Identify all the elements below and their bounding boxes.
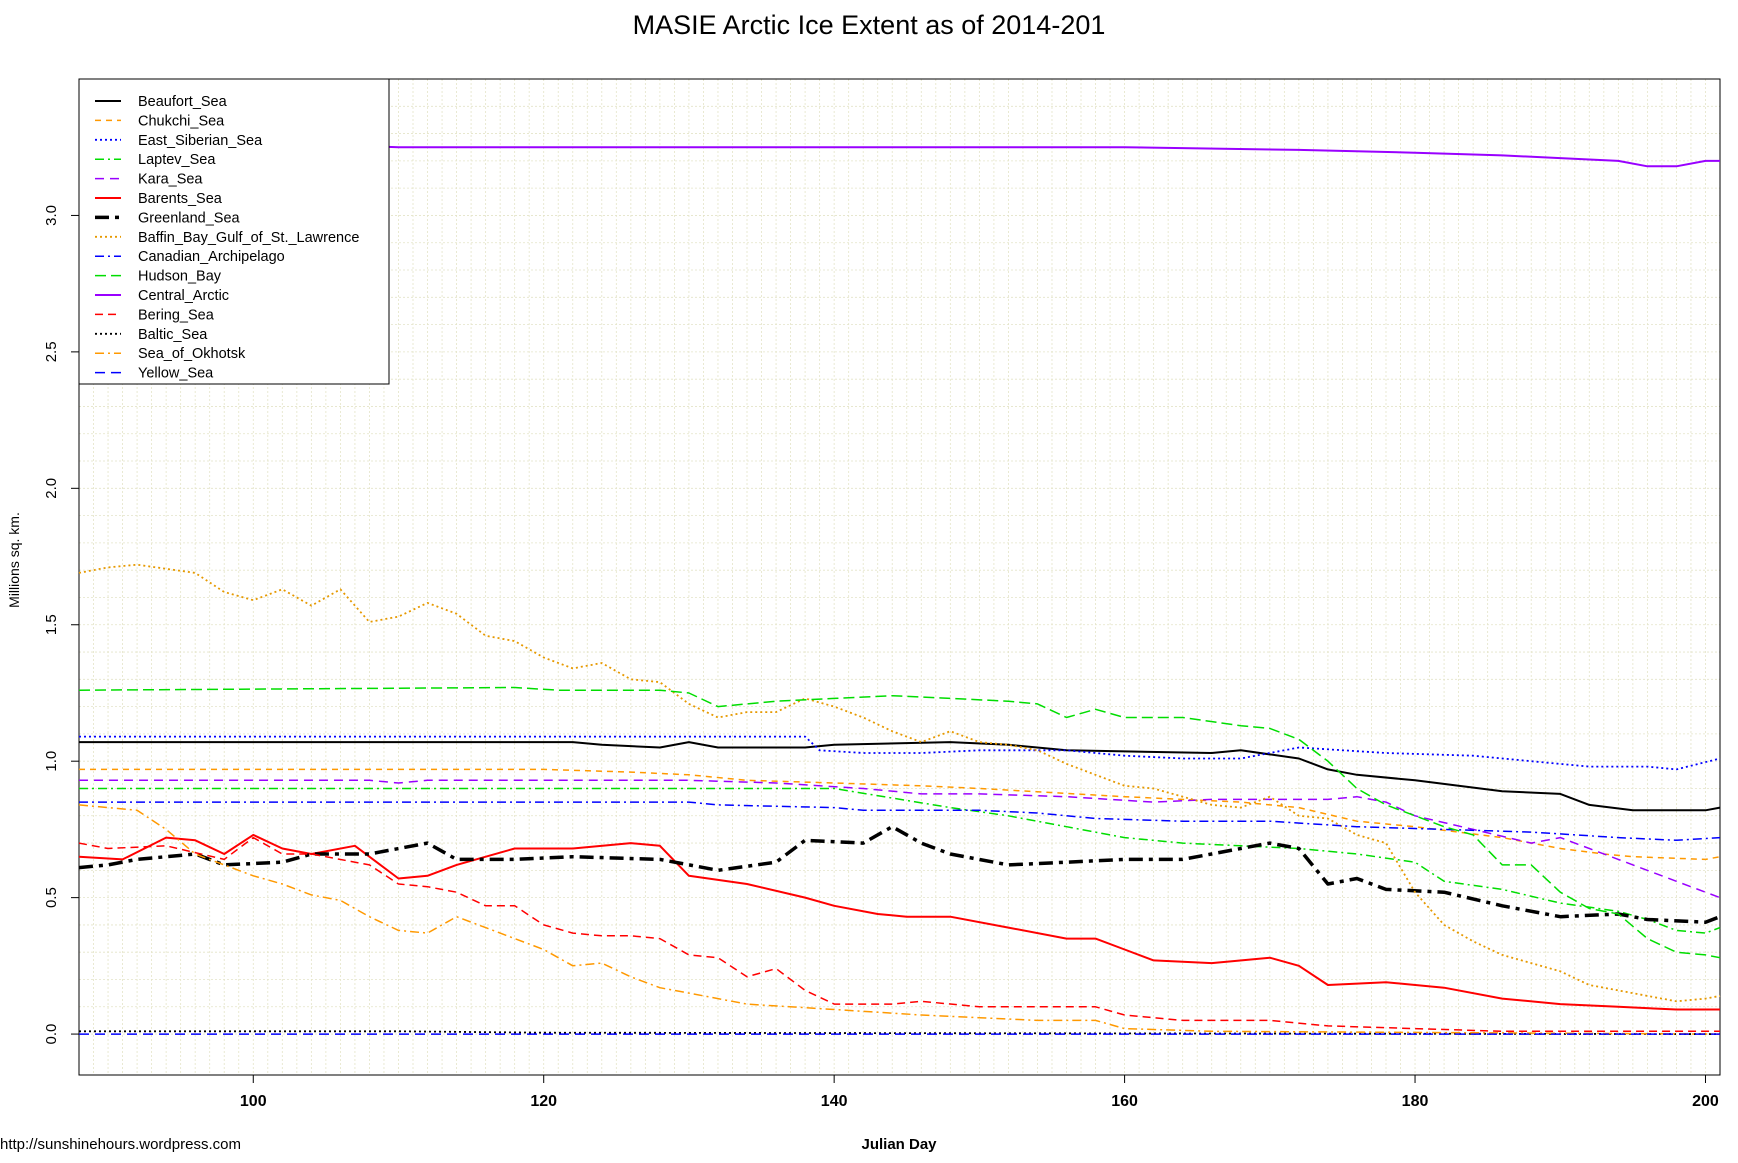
- x-tick-label: 160: [1111, 1093, 1138, 1110]
- y-tick-label: 3.0: [43, 205, 60, 226]
- series-line-canadian-archipelago: [79, 801, 1721, 842]
- y-tick-label: 0.0: [43, 1024, 60, 1045]
- x-tick-label: 100: [240, 1093, 267, 1110]
- x-tick-label: 140: [821, 1093, 848, 1110]
- series-line-barents-sea: [78, 833, 1720, 1011]
- legend: Beaufort_Sea Chukchi_Sea East_Siberian_Sea…: [78, 78, 390, 385]
- legend-label: Baffin_Bay_Gulf_of_St._Lawrence: [138, 230, 359, 246]
- credit-text: http://sunshinehours.wordpress.com: [0, 1136, 241, 1153]
- plot-frame: [78, 78, 1721, 1076]
- series-line-beaufort-sea: [79, 741, 1721, 812]
- series-line-greenland-sea: [78, 824, 1721, 924]
- series-line-chukchi-sea: [79, 768, 1721, 861]
- legend-label: Baltic_Sea: [138, 327, 208, 343]
- legend-label: Barents_Sea: [138, 191, 223, 207]
- legend-label: Central_Arctic: [138, 288, 229, 304]
- x-tick-label: 120: [530, 1093, 557, 1110]
- x-axis: 100 120 140 160 180 200: [240, 1075, 1719, 1110]
- legend-label: Chukchi_Sea: [138, 113, 225, 129]
- y-tick-label: 1.5: [43, 614, 60, 635]
- series-line-sea-of-okhotsk: [78, 804, 1721, 1035]
- y-axis-label: Millions sq. km.: [6, 512, 22, 608]
- y-tick-label: 2.5: [43, 341, 60, 362]
- legend-label: Canadian_Archipelago: [138, 249, 285, 265]
- series-line-bering-sea: [78, 836, 1720, 1033]
- series-line-kara-sea: [79, 779, 1721, 899]
- legend-label: Yellow_Sea: [138, 366, 214, 382]
- x-tick-label: 180: [1402, 1093, 1429, 1110]
- legend-label: Beaufort_Sea: [138, 94, 228, 110]
- legend-label: Greenland_Sea: [138, 210, 241, 226]
- series-lines: [78, 143, 1721, 1035]
- chart-title: MASIE Arctic Ice Extent as of 2014-201: [633, 10, 1106, 40]
- legend-label: Laptev_Sea: [138, 152, 216, 168]
- y-tick-label: 1.0: [43, 751, 60, 772]
- legend-box: [78, 78, 390, 385]
- legend-label: Kara_Sea: [138, 172, 203, 188]
- series-line-baffin-bay-gulf-of-st-lawrence: [78, 563, 1721, 1003]
- y-tick-label: 2.0: [43, 478, 60, 499]
- legend-label: Bering_Sea: [138, 307, 215, 323]
- x-axis-label: Julian Day: [861, 1136, 937, 1153]
- y-axis: 0.0 0.5 1.0 1.5 2.0 2.5 3.0: [43, 205, 79, 1044]
- y-tick-label: 0.5: [43, 887, 60, 908]
- x-tick-label: 200: [1692, 1093, 1719, 1110]
- legend-label: Sea_of_Okhotsk: [138, 346, 246, 362]
- legend-label: Hudson_Bay: [138, 269, 222, 285]
- series-line-hudson-bay: [78, 686, 1721, 959]
- legend-label: East_Siberian_Sea: [138, 133, 263, 149]
